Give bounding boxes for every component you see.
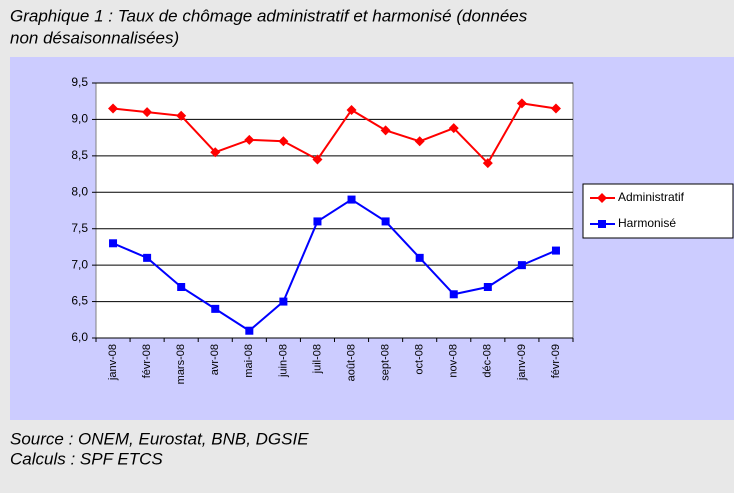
data-point [448,123,459,134]
source-note: Source : ONEM, Eurostat, BNB, DGSIE [10,429,309,448]
data-point [312,154,323,165]
data-point [177,283,186,291]
data-point [245,326,254,335]
data-point [211,304,220,313]
legend-label: Harmonisé [618,216,676,230]
y-tick-label: 9,5 [71,75,88,89]
x-tick-label: févr-09 [550,344,562,378]
y-tick-label: 7,0 [71,257,88,271]
legend [582,183,734,239]
x-tick-label: mars-08 [175,344,187,384]
x-tick-label: août-08 [345,344,357,381]
x-tick-label: déc-08 [482,344,494,378]
data-point [516,98,527,109]
chart-title: Graphique 1 : Taux de chômage administra… [10,6,528,25]
legend-marker [598,220,606,228]
data-point [415,253,424,262]
x-tick-label: févr-08 [141,344,153,378]
x-tick-label: oct-08 [414,344,426,375]
data-point [244,134,255,145]
data-point [414,136,425,147]
data-point [279,297,288,306]
data-point [551,246,560,255]
x-tick-label: nov-08 [448,344,460,378]
data-point [278,136,289,147]
data-point [346,104,357,115]
legend-label: Administratif [618,190,685,204]
data-point [380,125,391,136]
series-line [112,198,557,332]
y-tick-label: 8,5 [71,148,88,162]
data-point [108,103,119,114]
chart-title: non désaisonnalisées) [10,28,179,47]
y-tick-label: 7,5 [71,221,88,235]
x-tick-label: avr-08 [209,344,221,375]
data-point [347,195,356,204]
data-point [517,261,526,270]
x-tick-label: juin-08 [277,344,289,378]
data-point [313,217,322,226]
y-tick-label: 8,0 [71,184,88,198]
data-point [550,103,561,114]
data-point [210,147,221,158]
data-point [449,290,458,299]
data-point [482,158,493,169]
y-tick-label: 6,0 [71,330,88,344]
data-point [176,110,187,121]
legend-marker [597,193,607,203]
data-point [142,107,153,118]
data-point [143,253,152,262]
source-note: Calculs : SPF ETCS [10,449,163,468]
series-line [112,102,557,165]
data-point [381,217,390,226]
x-tick-label: juil-08 [311,344,323,374]
y-tick-label: 9,0 [71,112,88,126]
x-tick-label: janv-08 [107,344,119,381]
y-tick-label: 6,5 [71,294,88,308]
data-point [483,283,492,291]
x-tick-label: mai-08 [243,344,255,378]
x-tick-label: janv-09 [516,344,528,381]
data-point [109,239,118,248]
x-tick-label: sept-08 [380,344,392,381]
